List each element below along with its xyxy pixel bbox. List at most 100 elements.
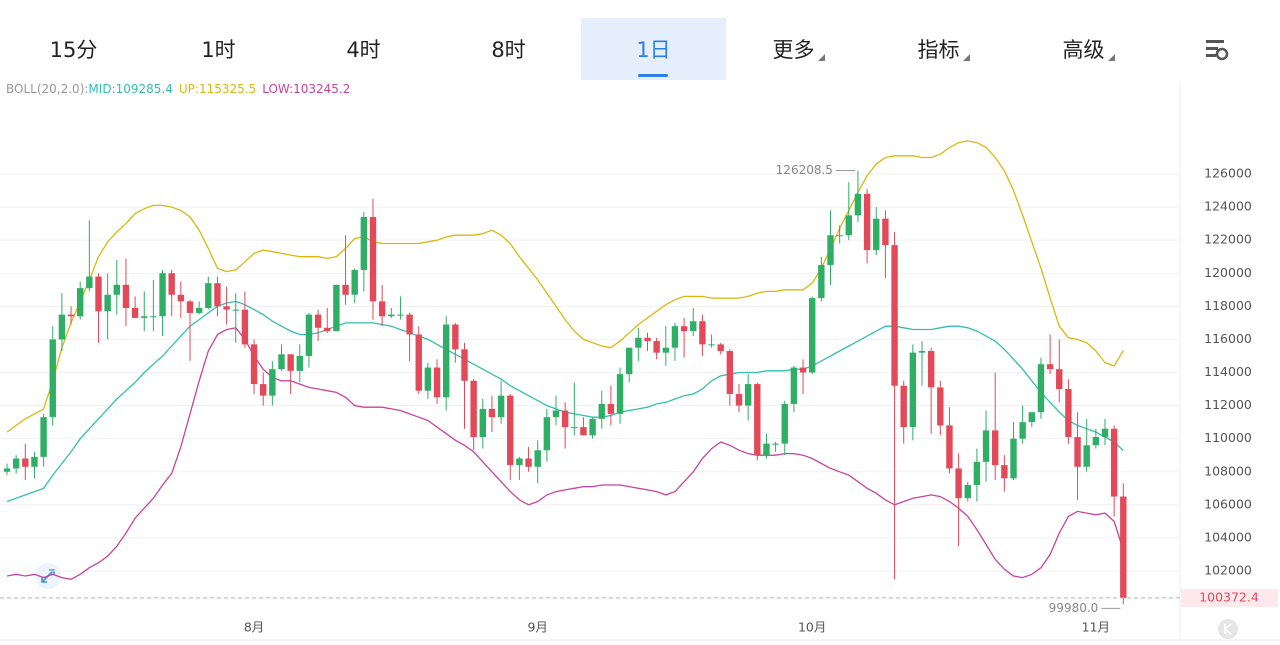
candle-body	[104, 294, 111, 312]
y-tick-label: 102000	[1204, 563, 1252, 578]
candle-body	[305, 314, 313, 356]
candle-body	[781, 403, 788, 444]
candle-body	[333, 284, 340, 332]
candle-body	[342, 284, 349, 295]
k-icon[interactable]	[1218, 619, 1238, 639]
legend-value: 115325.5	[198, 82, 257, 96]
candle-body	[397, 314, 404, 316]
tab[interactable]: 高级	[1016, 18, 1161, 80]
candle-body	[763, 443, 770, 456]
legend-name: LOW:	[262, 82, 294, 96]
y-tick-label: 108000	[1204, 463, 1252, 478]
candle-body	[223, 306, 230, 310]
candle-body	[378, 301, 386, 317]
dropdown-arrow	[817, 53, 825, 61]
tab[interactable]: 8时	[436, 18, 581, 80]
candle-body	[635, 337, 642, 348]
last-price-label: 100372.4	[1199, 589, 1259, 604]
candle-body	[662, 347, 669, 353]
candle-body	[744, 384, 752, 406]
tab[interactable]: 指标	[871, 18, 1016, 80]
candle-body	[561, 410, 569, 428]
candle-body	[159, 273, 166, 317]
candle-body	[772, 443, 779, 445]
tab[interactable]: 1日	[581, 18, 726, 80]
tab[interactable]: 1时	[146, 18, 291, 80]
candle-body	[86, 276, 93, 289]
candle-body	[1001, 465, 1008, 479]
candle-body	[388, 314, 395, 317]
candle-body	[946, 425, 953, 469]
candle-body	[497, 395, 505, 418]
settings-icon[interactable]	[1206, 40, 1229, 61]
tab[interactable]: 15分	[1, 18, 146, 80]
candle-body	[22, 458, 29, 467]
y-tick-label: 110000	[1204, 430, 1252, 445]
candle-body	[122, 284, 130, 308]
candle-body	[616, 374, 624, 414]
candle-body	[1083, 445, 1090, 467]
candle-body	[543, 417, 551, 451]
candle-body	[214, 283, 221, 307]
candle-body	[982, 430, 990, 462]
y-tick-label: 104000	[1204, 529, 1252, 544]
y-tick-label: 114000	[1204, 364, 1252, 379]
candle-body	[927, 350, 935, 388]
candle-body	[836, 235, 843, 237]
candle-body	[690, 321, 697, 332]
candle-body	[680, 326, 688, 332]
candle-body	[461, 349, 468, 381]
candle-body	[278, 354, 285, 370]
candle-body	[955, 468, 962, 499]
candle-body	[424, 367, 432, 391]
candle-body	[369, 217, 377, 302]
candle-body	[49, 339, 56, 418]
candle-body	[516, 458, 523, 466]
last-price-tag	[1181, 588, 1278, 607]
candle-body	[735, 394, 743, 406]
y-tick-label: 112000	[1204, 397, 1252, 412]
candle-body	[250, 344, 258, 385]
boll-line	[6, 327, 1124, 580]
candle-body	[909, 352, 917, 428]
candle-body	[1065, 389, 1072, 438]
candle-body	[818, 264, 825, 299]
candle-body	[67, 314, 75, 317]
tab[interactable]: 4时	[291, 18, 436, 80]
tab-label: 4时	[346, 38, 381, 62]
legend-value: 109285.4	[115, 82, 173, 96]
candle-body	[598, 403, 605, 419]
y-tick-label: 106000	[1204, 496, 1252, 511]
candle-body	[479, 408, 486, 438]
candle-body	[1010, 438, 1017, 479]
candle-body	[1074, 437, 1081, 467]
candle-body	[40, 417, 47, 457]
candle-body	[790, 367, 798, 404]
candle-body	[699, 321, 706, 345]
tab[interactable]: 更多	[726, 18, 871, 80]
legend-name: UP:	[178, 82, 199, 96]
tab-label: 1时	[201, 38, 236, 62]
candle-body	[1056, 369, 1063, 390]
candle-body	[918, 350, 926, 353]
candle-body	[937, 387, 944, 426]
y-tick-label: 118000	[1204, 298, 1252, 313]
candle-body	[232, 309, 239, 311]
candle-body	[415, 334, 422, 391]
candle-body	[77, 288, 84, 317]
candle-body	[809, 298, 816, 373]
candle-body	[891, 245, 898, 386]
candle-body	[12, 458, 20, 469]
candle-body	[626, 347, 633, 375]
candle-body	[31, 456, 38, 467]
candle-body	[507, 395, 514, 466]
candle-body	[324, 327, 331, 332]
candle-body	[799, 367, 807, 373]
candle-body	[726, 350, 734, 395]
candle-body	[141, 316, 148, 318]
legend-value: 103245.2	[293, 82, 351, 96]
max-label: 126208.5	[776, 163, 833, 177]
candle-body	[58, 314, 66, 340]
